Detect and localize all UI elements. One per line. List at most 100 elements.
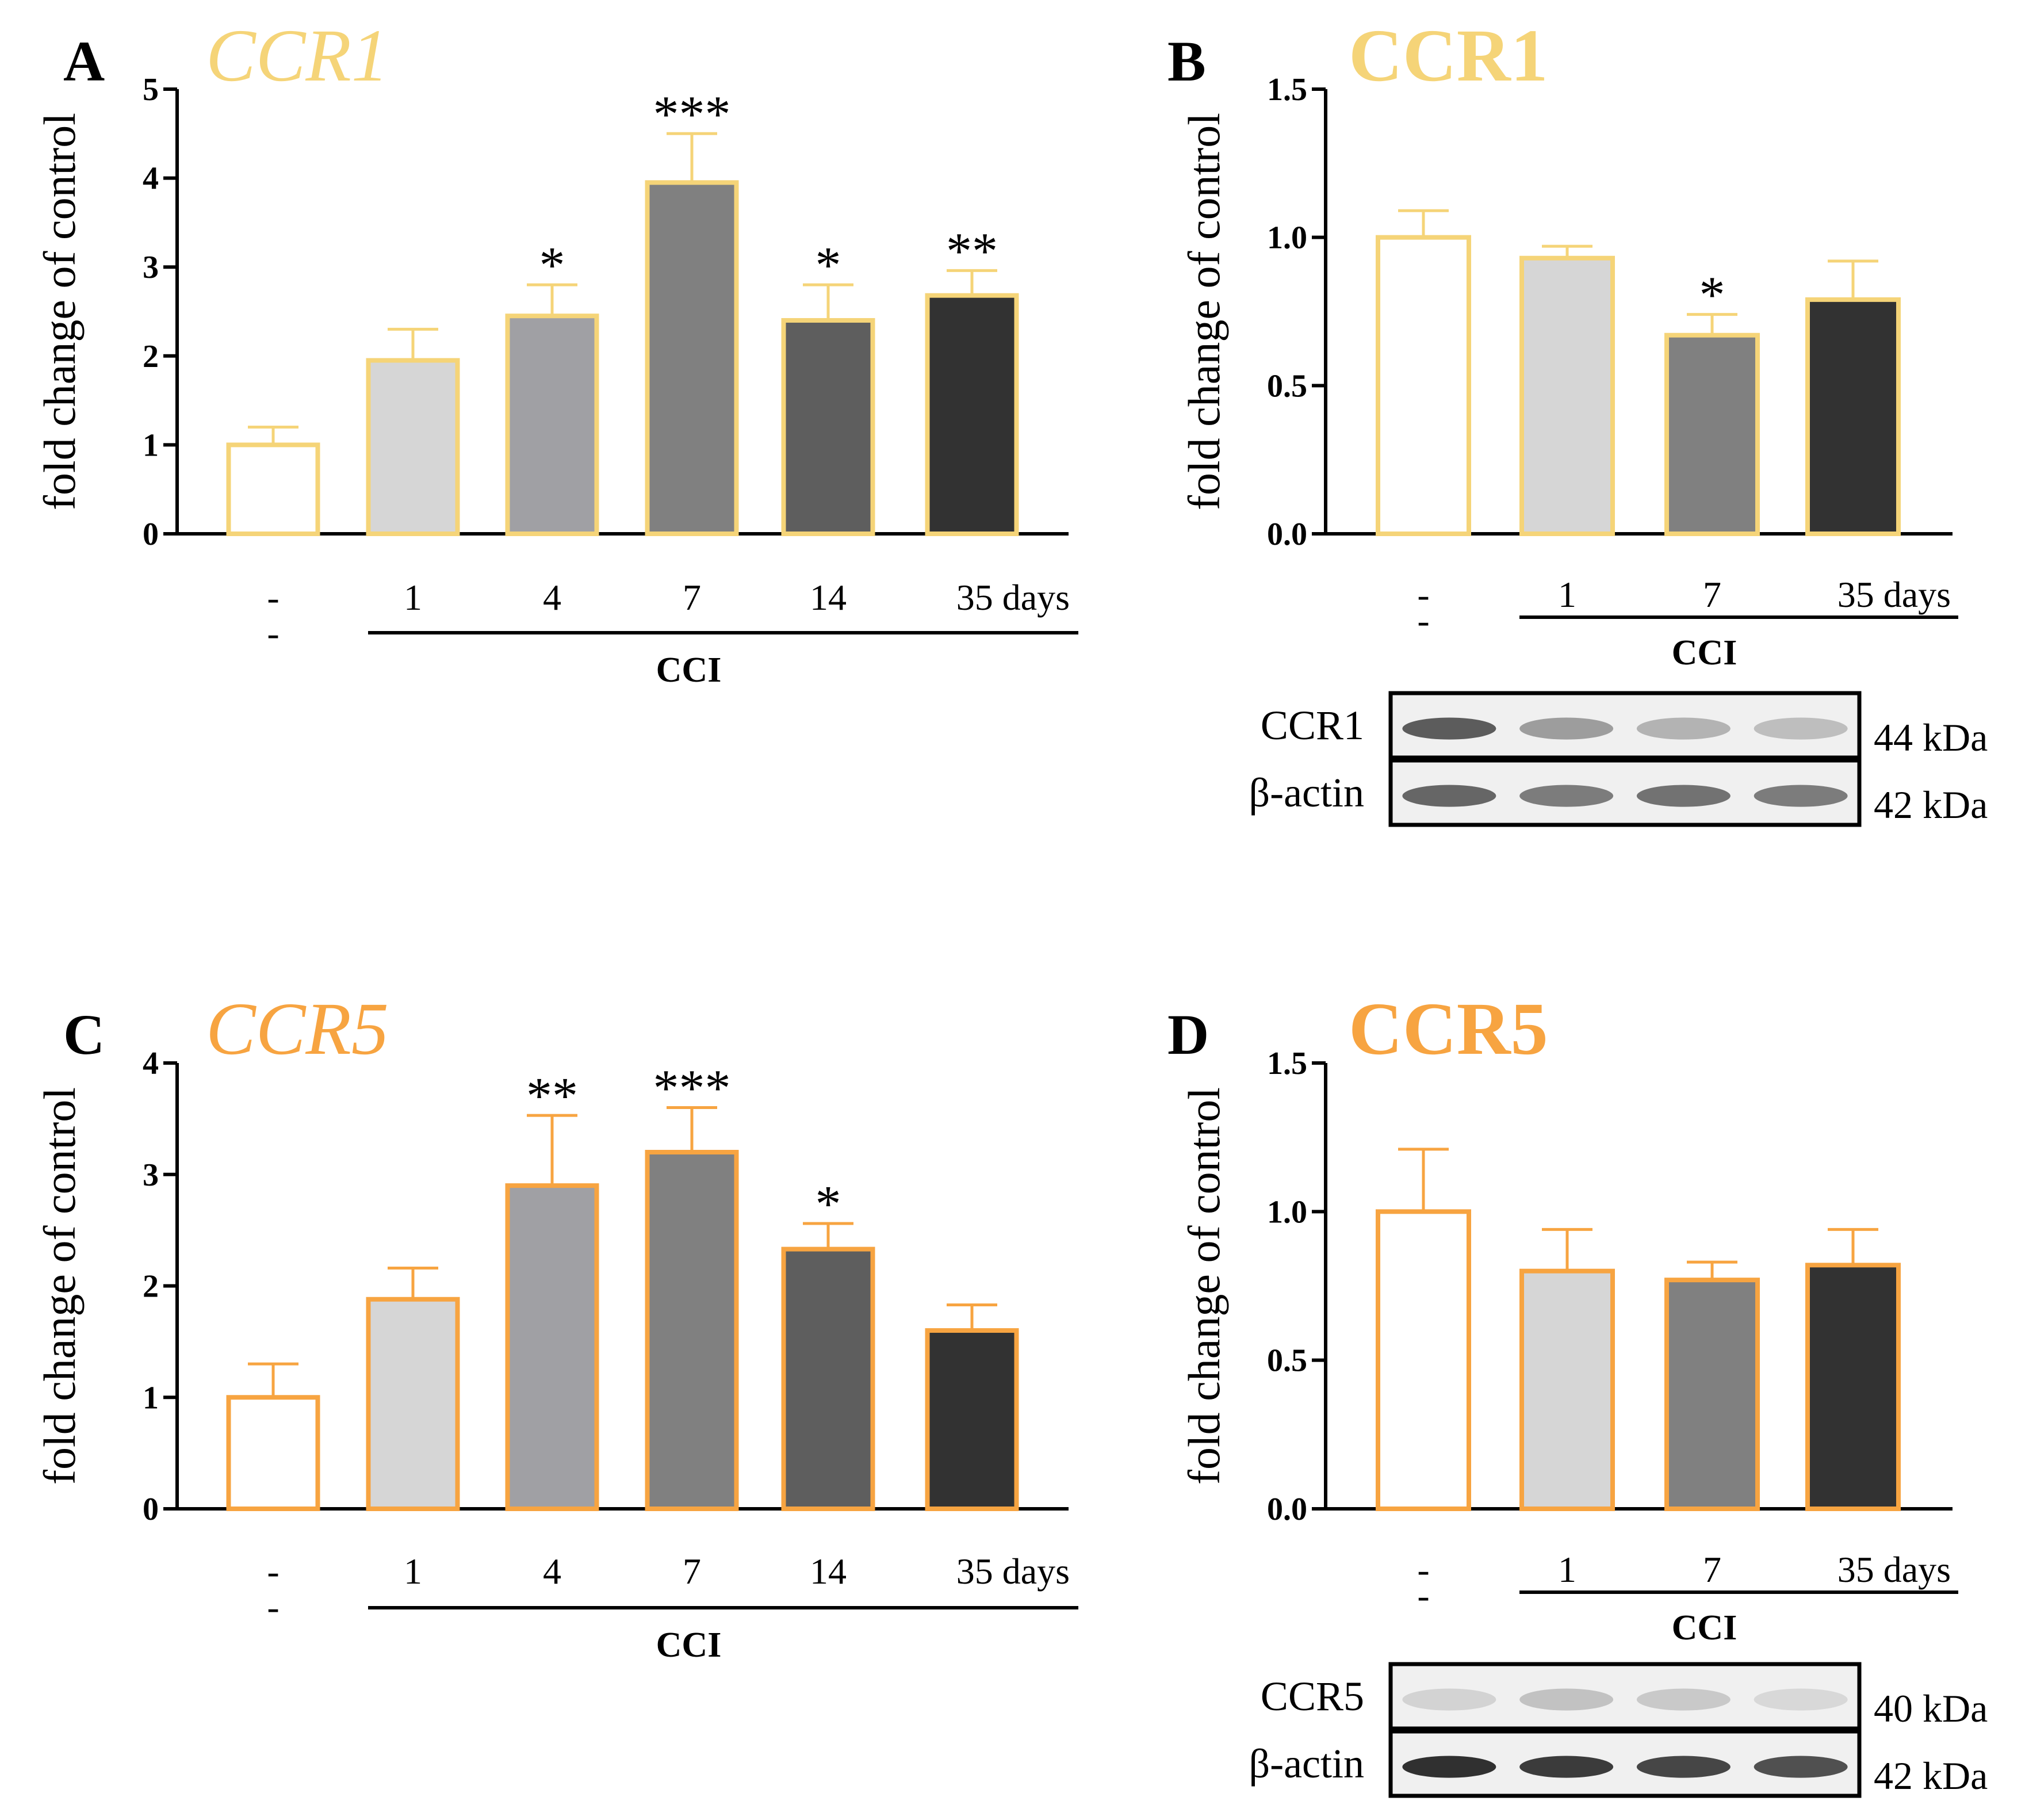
blot-control-label: β-actin <box>1249 770 1364 816</box>
blot-protein-kda: 44 kDa <box>1874 716 1988 759</box>
y-tick-label: 0 <box>143 517 159 552</box>
bar <box>1519 255 1615 536</box>
panel-letter: B <box>1167 29 1206 93</box>
protein-blot-band <box>1636 1688 1731 1711</box>
bar <box>645 180 739 536</box>
blot-protein-label: CCR5 <box>1261 1673 1364 1719</box>
y-tick-label: 2 <box>143 339 159 374</box>
y-tick-label: 1.0 <box>1267 1194 1307 1230</box>
significance-marker: *** <box>653 86 731 143</box>
significance-marker: * <box>816 1176 841 1233</box>
y-axis-label: fold change of control <box>35 113 85 510</box>
x-tick-label: 35 days <box>1837 1549 1951 1590</box>
x-tick-label: 1 <box>1558 574 1576 615</box>
y-tick-label: 1 <box>143 1380 159 1416</box>
bar <box>1805 297 1901 536</box>
blot-control-kda: 42 kDa <box>1874 783 1988 827</box>
cci-group-label: CCI <box>656 1626 722 1665</box>
bar <box>226 1395 320 1511</box>
bar <box>1376 235 1471 536</box>
chart-title: CCR1 <box>1349 14 1548 97</box>
panel-d: D CCR5 0.0 0.5 1.0 1.5 fold change of control -… <box>1167 988 1988 1798</box>
x-tick-label: - <box>267 1551 279 1592</box>
blot-protein-kda: 40 kDa <box>1874 1687 1988 1730</box>
cci-group-label: CCI <box>1672 633 1737 672</box>
x-tick-label: - <box>1417 574 1429 615</box>
y-axis-label: fold change of control <box>35 1087 85 1485</box>
bar <box>781 318 875 537</box>
y-tick-label: 3 <box>143 250 159 285</box>
x-tick-label: 14 <box>810 1551 847 1592</box>
x-tick-label: 1 <box>404 577 422 618</box>
x-tick-label: 7 <box>683 577 701 618</box>
cci-group-label: CCI <box>656 651 722 690</box>
control-blot-band <box>1636 785 1731 807</box>
control-blot-band <box>1402 1756 1496 1778</box>
bar <box>505 1183 599 1511</box>
panel-letter: D <box>1167 1003 1209 1066</box>
x-tick-label: 1 <box>1558 1549 1576 1590</box>
cci-group-label: CCI <box>1672 1608 1737 1647</box>
y-axis-label: fold change of control <box>1179 1087 1229 1485</box>
protein-blot-band <box>1636 717 1731 740</box>
blot-control-label: β-actin <box>1249 1741 1364 1787</box>
chart-title: CCR1 <box>206 14 389 97</box>
protein-blot-band <box>1402 1688 1496 1711</box>
x-tick-label: 35 days <box>956 577 1070 618</box>
bar <box>781 1247 875 1511</box>
x-tick-label: 7 <box>1703 1549 1721 1590</box>
x-tick-label: 35 days <box>1837 574 1951 615</box>
control-blot-band <box>1754 1756 1848 1778</box>
protein-blot-band <box>1519 717 1614 740</box>
bar <box>1664 1278 1760 1512</box>
significance-marker: ** <box>526 1068 578 1125</box>
control-blot-band <box>1402 785 1496 807</box>
bar <box>1664 332 1760 537</box>
control-minus-marker: - <box>267 1586 279 1627</box>
significance-marker: * <box>1699 267 1725 324</box>
control-minus-marker: - <box>267 613 279 653</box>
control-blot-band <box>1754 785 1848 807</box>
protein-blot-band <box>1519 1688 1614 1711</box>
significance-marker: *** <box>653 1060 731 1117</box>
bar <box>1519 1268 1615 1512</box>
control-blot-band <box>1519 1756 1614 1778</box>
panel-letter: A <box>63 29 105 93</box>
chart-title: CCR5 <box>206 988 389 1070</box>
bar <box>925 293 1019 536</box>
protein-blot-band <box>1402 717 1496 740</box>
blot-protein-label: CCR1 <box>1261 702 1364 748</box>
x-tick-label: 4 <box>543 577 561 618</box>
control-blot-band <box>1636 1756 1731 1778</box>
y-tick-label: 4 <box>143 161 159 197</box>
control-blot-band <box>1519 785 1614 807</box>
panel-letter: C <box>63 1003 105 1066</box>
bar <box>925 1328 1019 1511</box>
x-tick-label: 35 days <box>956 1551 1070 1592</box>
bar <box>505 313 599 536</box>
x-tick-label: 4 <box>543 1551 561 1592</box>
x-tick-label: - <box>267 577 279 618</box>
protein-blot-band <box>1754 1688 1848 1711</box>
y-tick-label: 0 <box>143 1492 159 1527</box>
significance-marker: * <box>816 237 841 294</box>
x-tick-label: 14 <box>810 577 847 618</box>
significance-marker: * <box>539 237 565 294</box>
y-tick-label: 1.5 <box>1267 72 1307 108</box>
y-tick-label: 4 <box>143 1046 159 1081</box>
bar <box>1376 1209 1471 1511</box>
bar <box>1805 1263 1901 1511</box>
x-tick-label: 7 <box>1703 574 1721 615</box>
control-minus-marker: - <box>1417 1575 1429 1616</box>
protein-blot-band <box>1754 717 1848 740</box>
blot-control-kda: 42 kDa <box>1874 1754 1988 1798</box>
y-tick-label: 2 <box>143 1269 159 1305</box>
y-tick-label: 0.0 <box>1267 1492 1307 1527</box>
bar <box>366 1297 460 1511</box>
y-tick-label: 0.5 <box>1267 1343 1307 1379</box>
x-tick-label: 7 <box>683 1551 701 1592</box>
bar <box>366 358 460 537</box>
